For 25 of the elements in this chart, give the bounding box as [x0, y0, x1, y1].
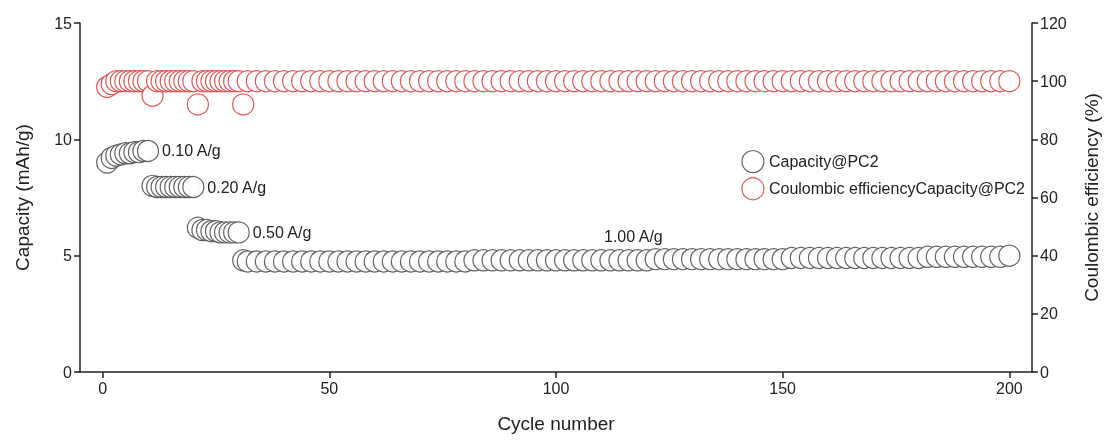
y2-tick-label: 80 [1040, 130, 1058, 148]
y-tick-label: 15 [54, 14, 73, 32]
y2-tick-label: 40 [1040, 247, 1058, 265]
annotation: 0.10 A/g [162, 142, 221, 160]
x-tick-label: 0 [98, 379, 108, 397]
x-axis-title: Cycle number [497, 413, 616, 434]
annotation: 0.50 A/g [252, 223, 312, 241]
legend-label: Coulombic efficiencyCapacity@PC2 [768, 180, 1026, 198]
x-tick-label: 150 [769, 379, 797, 397]
y2-tick-label: 0 [1040, 363, 1049, 381]
y-tick-label: 10 [54, 130, 73, 148]
y2-tick-label: 120 [1040, 14, 1067, 32]
y2-axis-title: Coulombic efficiency (%) [1081, 93, 1102, 302]
annotation: 0.20 A/g [207, 178, 267, 196]
y-tick-label: 0 [63, 363, 73, 381]
x-tick-label: 200 [995, 379, 1023, 397]
y2-tick-label: 20 [1040, 305, 1058, 323]
legend-label: Capacity@PC2 [768, 153, 879, 171]
y-tick-label: 5 [63, 247, 73, 265]
y2-tick-label: 60 [1040, 189, 1058, 206]
y2-tick-label: 100 [1040, 72, 1067, 90]
x-tick-label: 100 [542, 379, 570, 397]
x-tick-label: 50 [320, 379, 339, 397]
y-axis-title: Capacity (mAh/g) [12, 124, 33, 271]
annotation: 1.00 A/g [604, 227, 663, 245]
